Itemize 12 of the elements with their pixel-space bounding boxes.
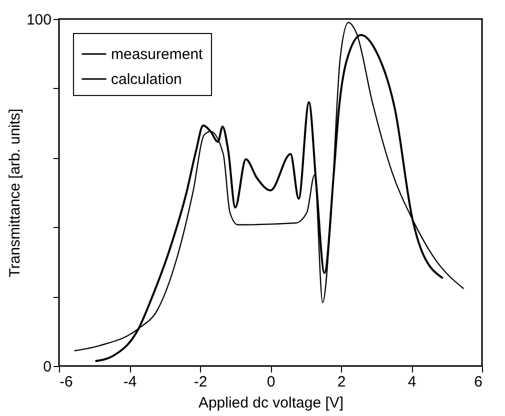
x-tick-label: -2 — [194, 374, 208, 390]
x-axis-title: Applied dc voltage [V] — [198, 394, 344, 412]
x-tick-label: 0 — [266, 374, 276, 390]
legend-label: measurement — [111, 46, 204, 63]
y-tick-label: 100 — [26, 12, 52, 28]
x-tick-label: -6 — [60, 374, 73, 390]
x-tick-label: 6 — [474, 374, 482, 390]
y-axis-title: Transmittance [arb. units] — [6, 108, 24, 278]
legend-label: calculation — [111, 71, 182, 88]
x-tick-label: 2 — [337, 374, 346, 390]
x-tick-label: -4 — [123, 374, 137, 390]
x-tick-label: 4 — [408, 374, 416, 390]
